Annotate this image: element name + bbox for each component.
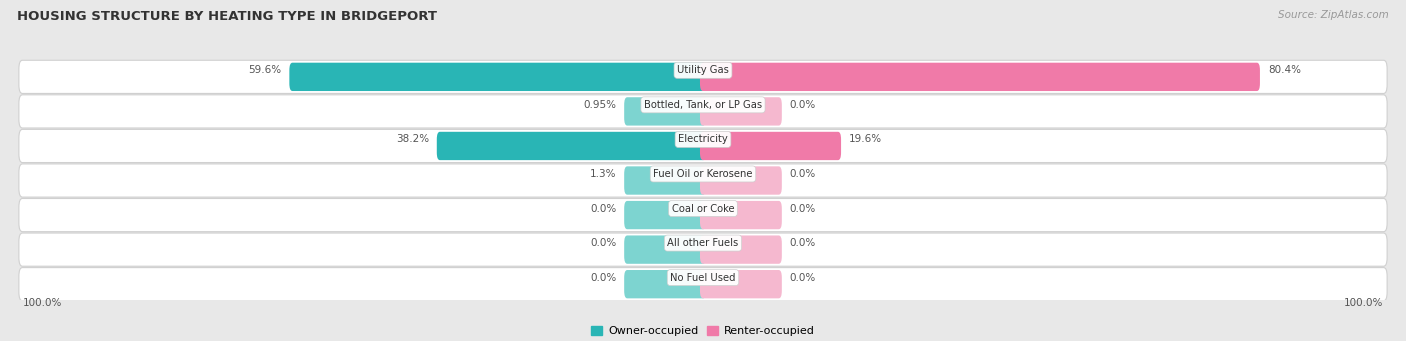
Text: 19.6%: 19.6%: [849, 134, 882, 144]
Text: 38.2%: 38.2%: [395, 134, 429, 144]
Text: Fuel Oil or Kerosene: Fuel Oil or Kerosene: [654, 169, 752, 179]
Text: Coal or Coke: Coal or Coke: [672, 204, 734, 213]
FancyBboxPatch shape: [624, 201, 706, 229]
Text: 100.0%: 100.0%: [22, 298, 62, 308]
Text: 0.0%: 0.0%: [790, 238, 815, 248]
FancyBboxPatch shape: [18, 198, 1388, 232]
FancyBboxPatch shape: [18, 268, 1388, 301]
FancyBboxPatch shape: [18, 129, 1388, 163]
Text: 0.0%: 0.0%: [790, 204, 815, 213]
Text: Source: ZipAtlas.com: Source: ZipAtlas.com: [1278, 10, 1389, 20]
FancyBboxPatch shape: [290, 63, 706, 91]
FancyBboxPatch shape: [18, 233, 1388, 266]
Text: Electricity: Electricity: [678, 134, 728, 144]
FancyBboxPatch shape: [624, 166, 706, 195]
Text: 0.0%: 0.0%: [591, 238, 616, 248]
Text: Utility Gas: Utility Gas: [678, 65, 728, 75]
FancyBboxPatch shape: [700, 270, 782, 298]
Legend: Owner-occupied, Renter-occupied: Owner-occupied, Renter-occupied: [592, 326, 814, 336]
FancyBboxPatch shape: [700, 166, 782, 195]
Text: 59.6%: 59.6%: [249, 65, 281, 75]
FancyBboxPatch shape: [700, 63, 1260, 91]
FancyBboxPatch shape: [624, 97, 706, 125]
FancyBboxPatch shape: [18, 60, 1388, 93]
FancyBboxPatch shape: [700, 201, 782, 229]
Text: 0.95%: 0.95%: [583, 100, 616, 110]
FancyBboxPatch shape: [437, 132, 706, 160]
FancyBboxPatch shape: [700, 97, 782, 125]
Text: No Fuel Used: No Fuel Used: [671, 272, 735, 283]
FancyBboxPatch shape: [18, 164, 1388, 197]
FancyBboxPatch shape: [700, 236, 782, 264]
Text: Bottled, Tank, or LP Gas: Bottled, Tank, or LP Gas: [644, 100, 762, 110]
Text: 0.0%: 0.0%: [790, 100, 815, 110]
FancyBboxPatch shape: [700, 132, 841, 160]
FancyBboxPatch shape: [624, 236, 706, 264]
FancyBboxPatch shape: [18, 95, 1388, 128]
Text: All other Fuels: All other Fuels: [668, 238, 738, 248]
Text: HOUSING STRUCTURE BY HEATING TYPE IN BRIDGEPORT: HOUSING STRUCTURE BY HEATING TYPE IN BRI…: [17, 10, 437, 23]
Text: 0.0%: 0.0%: [790, 169, 815, 179]
Text: 0.0%: 0.0%: [591, 272, 616, 283]
FancyBboxPatch shape: [624, 270, 706, 298]
Text: 80.4%: 80.4%: [1268, 65, 1301, 75]
Text: 100.0%: 100.0%: [1344, 298, 1384, 308]
Text: 0.0%: 0.0%: [790, 272, 815, 283]
Text: 1.3%: 1.3%: [589, 169, 616, 179]
Text: 0.0%: 0.0%: [591, 204, 616, 213]
